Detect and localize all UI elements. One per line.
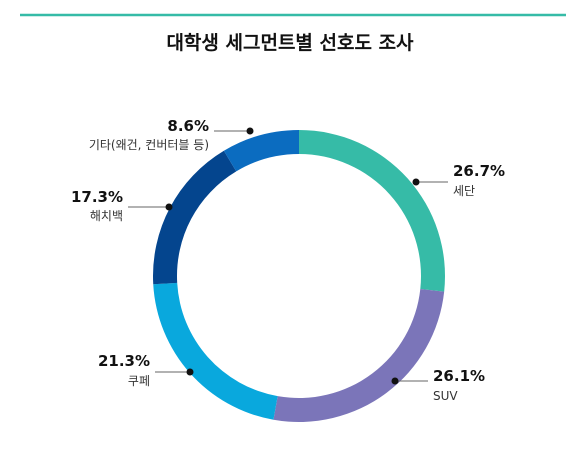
leader-dot-3 [186, 368, 194, 376]
slice-category-label-5: 기타(왜건, 컨버터블 등) [89, 138, 209, 152]
leader-dot-5 [246, 127, 254, 135]
slice-category-label-2: SUV [433, 389, 458, 403]
slice-value-label-3: 21.3% [98, 352, 150, 370]
slice-value-label-4: 17.3% [71, 188, 123, 206]
slice-category-label-4: 해치백 [90, 209, 123, 223]
leader-dot-4 [165, 203, 173, 211]
leader-lines [128, 127, 448, 385]
leader-dot-2 [391, 377, 399, 385]
slice-labels: 26.7% 세단 26.1% SUV 21.3% 쿠페 17.3% 해치백 8.6% 기타(왜건,… [71, 117, 505, 403]
leader-dot-1 [412, 178, 420, 186]
slice-category-label-1: 세단 [453, 184, 475, 198]
slice-category-label-3: 쿠페 [128, 374, 150, 388]
slice-value-label-2: 26.1% [433, 367, 485, 385]
slice-4 [152, 150, 237, 285]
slice-value-label-5: 8.6% [167, 117, 209, 135]
slice-2 [273, 289, 445, 422]
donut-slices [152, 130, 445, 422]
slice-1 [299, 130, 445, 292]
slice-value-label-1: 26.7% [453, 162, 505, 180]
slice-3 [153, 282, 278, 420]
slice-5 [223, 130, 299, 172]
chart-title: 대학생 세그먼트별 선호도 조사 [166, 32, 414, 54]
